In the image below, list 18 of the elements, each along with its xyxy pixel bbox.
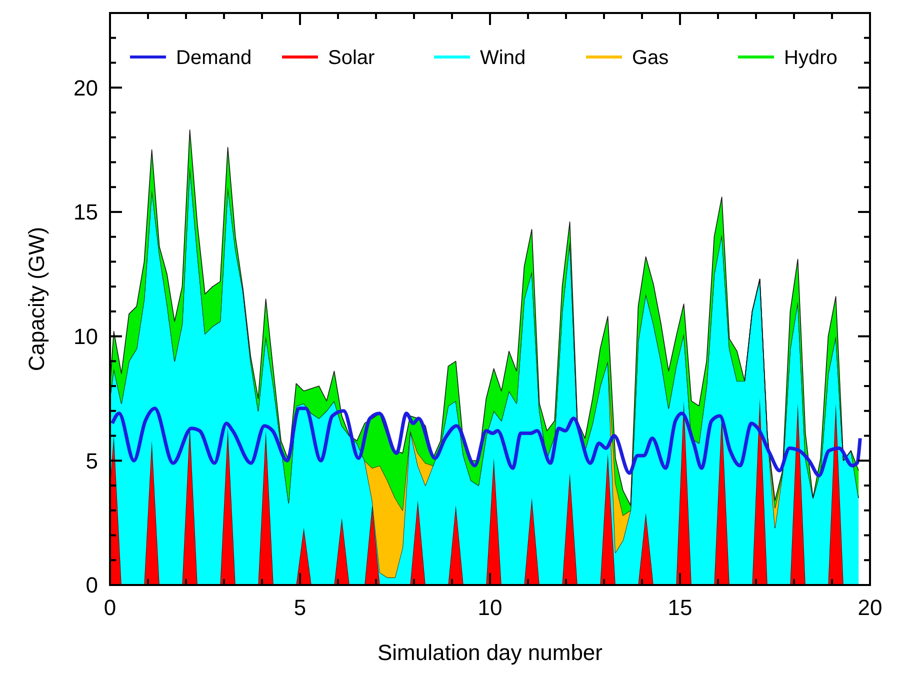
x-tick-label: 0 bbox=[104, 595, 116, 620]
y-tick-label: 0 bbox=[86, 572, 98, 598]
x-tick-label: 15 bbox=[668, 595, 692, 620]
x-tick-label: 10 bbox=[478, 595, 502, 620]
y-tick-label: 10 bbox=[74, 324, 98, 350]
y-tick-label: 20 bbox=[74, 75, 98, 100]
legend-label: Solar bbox=[328, 47, 376, 69]
y-tick-label: 15 bbox=[74, 200, 98, 225]
y-axis-title: Capacity (GW) bbox=[24, 226, 49, 372]
legend-label: Demand bbox=[176, 47, 252, 69]
x-axis-title: Simulation day number bbox=[377, 640, 603, 665]
x-tick-label: 20 bbox=[858, 595, 882, 620]
legend-label: Gas bbox=[632, 47, 669, 69]
y-tick-label: 5 bbox=[86, 448, 98, 474]
line-series bbox=[110, 406, 862, 478]
legend-label: Hydro bbox=[784, 47, 838, 69]
x-tick-label: 5 bbox=[294, 595, 306, 620]
legend-label: Wind bbox=[480, 47, 526, 69]
